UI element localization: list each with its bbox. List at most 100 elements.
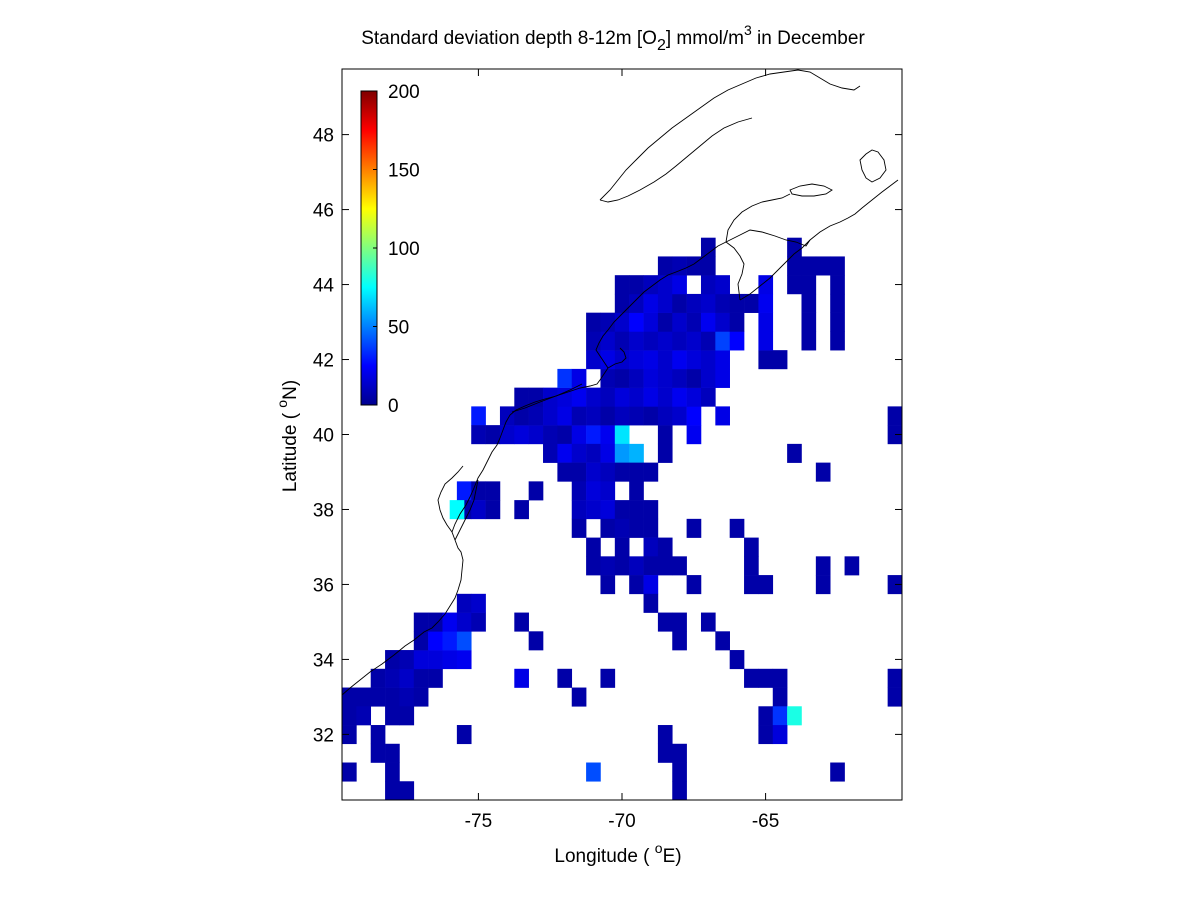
heatmap-cell: [657, 256, 673, 276]
heatmap-cell: [586, 481, 601, 501]
heatmap-cell: [600, 331, 616, 351]
heatmap-cell: [672, 556, 687, 576]
heatmap-cell: [385, 781, 400, 801]
y-tick-label: 48: [313, 126, 334, 147]
heatmap-cell: [887, 575, 903, 595]
heatmap-cell: [557, 668, 573, 688]
heatmap-cell: [428, 612, 443, 632]
heatmap-cell: [657, 368, 673, 388]
heatmap-cell: [815, 462, 831, 482]
heatmap-cell: [657, 331, 673, 351]
heatmap-cell: [557, 462, 573, 482]
coastline-gulf-st-lawrence: [599, 69, 861, 203]
heatmap-cell: [586, 462, 601, 482]
heatmap-cell: [758, 575, 774, 595]
heatmap-cell: [586, 312, 601, 332]
heatmap-cell: [815, 575, 831, 595]
y-axis-label: Latitude ( oN): [274, 380, 301, 492]
heatmap-cell: [744, 556, 759, 576]
heatmap-cell: [370, 725, 386, 745]
heatmap-cell: [830, 762, 845, 782]
heatmap-cell: [657, 743, 673, 763]
heatmap-cell: [442, 650, 458, 670]
coastline-bay-of-fundy: [725, 229, 811, 301]
heatmap-cell: [787, 256, 802, 276]
heatmap-cell: [629, 293, 644, 313]
heatmap-cell: [657, 725, 673, 745]
colorbar: 0 50 100 150 200: [360, 82, 420, 417]
heatmap-cell: [686, 387, 702, 407]
heatmap-cell: [629, 312, 644, 332]
heatmap-cell: [686, 312, 702, 332]
x-label-degree: o: [655, 840, 663, 856]
heatmap-cell: [686, 368, 702, 388]
heatmap-cell: [672, 350, 687, 370]
colorbar-tick-label: 100: [388, 239, 420, 260]
heatmap-cell: [844, 556, 860, 576]
heatmap-cell: [629, 350, 644, 370]
heatmap-cell: [643, 331, 659, 351]
heatmap-cell: [629, 575, 644, 595]
heatmap-cell: [801, 293, 817, 313]
heatmap-cell: [657, 612, 673, 632]
heatmap-cell: [672, 293, 687, 313]
y-tick-label: 36: [313, 575, 334, 596]
heatmap-cell: [787, 706, 802, 726]
colorbar-tick-label: 50: [388, 318, 409, 339]
chart-title: Standard deviation depth 8-12m [O2] mmol…: [361, 22, 865, 54]
x-tick-label: -75: [465, 811, 492, 832]
heatmap-cell: [643, 462, 659, 482]
heatmap-cell: [456, 612, 472, 632]
heatmap-cell: [614, 425, 630, 445]
heatmap-cell: [643, 593, 659, 613]
heatmap-cell: [744, 575, 759, 595]
heatmap-cell: [887, 687, 903, 707]
heatmap-cell: [385, 650, 400, 670]
heatmap-cell: [399, 706, 415, 726]
heatmap-cell: [657, 275, 673, 295]
heatmap-cell: [672, 781, 687, 801]
heatmap-cell: [600, 518, 616, 538]
x-tick-label: -65: [752, 811, 779, 832]
y-tick-label: 32: [313, 725, 334, 746]
heatmap-cell: [543, 443, 558, 463]
heatmap-cell: [672, 743, 687, 763]
colorbar-tick-label: 150: [388, 161, 420, 182]
heatmap-cell: [729, 518, 745, 538]
title-suffix: in December: [752, 28, 866, 49]
heatmap-cell: [657, 406, 673, 426]
coastline-new-brunswick: [725, 193, 791, 243]
heatmap-cell: [629, 387, 644, 407]
heatmap-cell: [571, 425, 587, 445]
heatmap-cell: [715, 350, 730, 370]
heatmap-cell: [413, 631, 429, 651]
heatmap-cell: [758, 275, 774, 295]
heatmap-cell: [514, 406, 529, 426]
heatmap-cell: [413, 612, 429, 632]
heatmap-cell: [700, 350, 716, 370]
heatmap-cell: [672, 387, 687, 407]
heatmap-cell: [729, 312, 745, 332]
heatmap-cell: [643, 575, 659, 595]
heatmap-cell: [485, 425, 501, 445]
heatmap-cell: [385, 687, 400, 707]
heatmap-cell: [456, 725, 472, 745]
coastline-chesapeake: [437, 465, 464, 533]
heatmap-cell: [715, 368, 730, 388]
colorbar-tick-label: 200: [388, 82, 420, 103]
heatmap-cell: [772, 687, 788, 707]
heatmap-cell: [657, 443, 673, 463]
title-superscript: 3: [744, 22, 752, 38]
heatmap-cell: [428, 631, 443, 651]
heatmap-cell: [772, 668, 788, 688]
heatmap-cell: [385, 743, 400, 763]
coastline-cape-cod: [607, 347, 627, 369]
heatmap-cell: [643, 368, 659, 388]
heatmap-cell: [715, 275, 730, 295]
heatmap-cell: [830, 256, 845, 276]
y-tick-label: 44: [313, 276, 335, 297]
heatmap-cell: [342, 687, 357, 707]
heatmap-cell: [830, 312, 845, 332]
heatmap-cell: [614, 293, 630, 313]
